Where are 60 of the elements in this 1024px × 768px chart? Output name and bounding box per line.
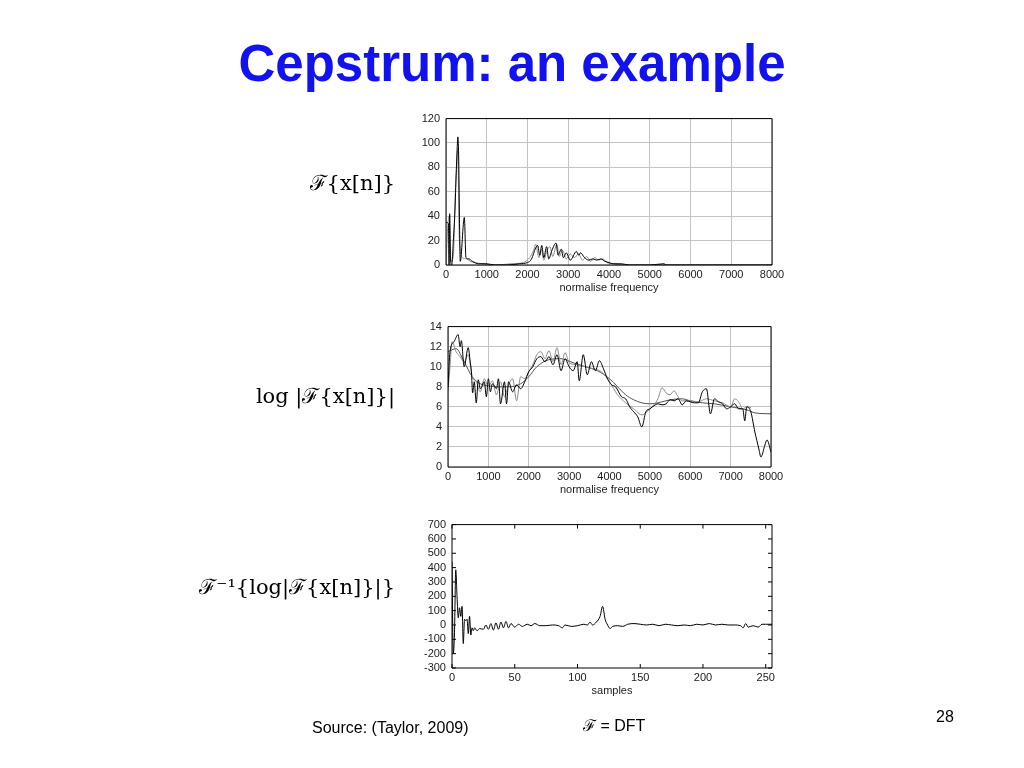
- text: ℱ = DFT: [583, 716, 646, 736]
- x-tick-label: 6000: [678, 469, 703, 482]
- y-tick-label: 10: [429, 359, 442, 372]
- x-tick-label: 4000: [597, 469, 622, 482]
- y-tick-label: 2: [435, 439, 442, 452]
- y-tick-label: 700: [427, 517, 446, 530]
- y-tick-label: 80: [427, 160, 440, 173]
- line-series: [448, 341, 752, 416]
- x-tick-label: 50: [508, 670, 521, 683]
- x-axis-title: normalise frequency: [559, 483, 660, 496]
- x-axis-title: samples: [591, 684, 633, 697]
- y-tick-label: 120: [421, 111, 440, 124]
- x-tick-label: 8000: [759, 267, 785, 280]
- y-tick-label: 400: [427, 560, 446, 573]
- x-tick-label: 8000: [758, 469, 784, 482]
- y-tick-label: -300: [423, 661, 446, 674]
- y-tick-label: 100: [421, 136, 440, 149]
- y-tick-label: 6: [435, 399, 442, 412]
- x-tick-label: 5000: [637, 469, 663, 482]
- y-axis-title: ℱ⁻¹{log|ℱ{x[n]}|}: [198, 574, 395, 600]
- y-tick-label: 60: [427, 184, 440, 197]
- y-tick-label: 8: [435, 379, 442, 392]
- y-tick-label: 500: [427, 546, 446, 559]
- source-note: Source: (Taylor, 2009): [312, 718, 469, 738]
- y-tick-label: 40: [427, 209, 440, 222]
- x-tick-label: 200: [693, 670, 713, 683]
- y-tick-label: 0: [439, 618, 446, 631]
- x-tick-label: 3000: [556, 267, 581, 280]
- x-tick-label: 4000: [596, 267, 622, 280]
- y-axis-title: log |ℱ{x[n]}|: [254, 383, 395, 409]
- x-tick-label: 0: [448, 670, 456, 683]
- x-tick-label: 6000: [678, 267, 703, 280]
- y-tick-label: 300: [427, 574, 446, 587]
- x-tick-label: 7000: [718, 469, 743, 482]
- text: 28: [936, 707, 954, 727]
- x-tick-label: 1000: [474, 267, 499, 280]
- x-tick-label: 3000: [556, 469, 582, 482]
- y-tick-label: 600: [427, 531, 446, 544]
- y-tick-label: 20: [427, 233, 440, 246]
- line-series: [448, 348, 771, 415]
- x-tick-label: 100: [568, 670, 587, 683]
- y-tick-label: 4: [435, 419, 442, 432]
- y-tick-label: 14: [429, 319, 442, 332]
- x-tick-label: 250: [756, 670, 775, 683]
- y-tick-label: 100: [427, 603, 446, 616]
- x-tick-label: 7000: [719, 267, 744, 280]
- y-axis-title: ℱ{x[n]}: [308, 170, 395, 196]
- y-tick-label: 0: [435, 460, 442, 473]
- y-tick-label: -200: [423, 646, 446, 659]
- x-tick-label: 5000: [637, 267, 662, 280]
- x-tick-label: 2000: [515, 267, 540, 280]
- y-tick-label: 12: [429, 339, 442, 352]
- x-axis-title: normalise frequency: [559, 281, 660, 294]
- y-tick-label: -100: [423, 632, 446, 645]
- chart-title: Cepstrum: an example: [237, 35, 787, 92]
- y-tick-label: 0: [433, 258, 440, 271]
- y-tick-label: 200: [427, 589, 446, 602]
- x-tick-label: 2000: [516, 469, 541, 482]
- x-tick-label: 1000: [476, 469, 501, 482]
- x-tick-label: 150: [631, 670, 650, 683]
